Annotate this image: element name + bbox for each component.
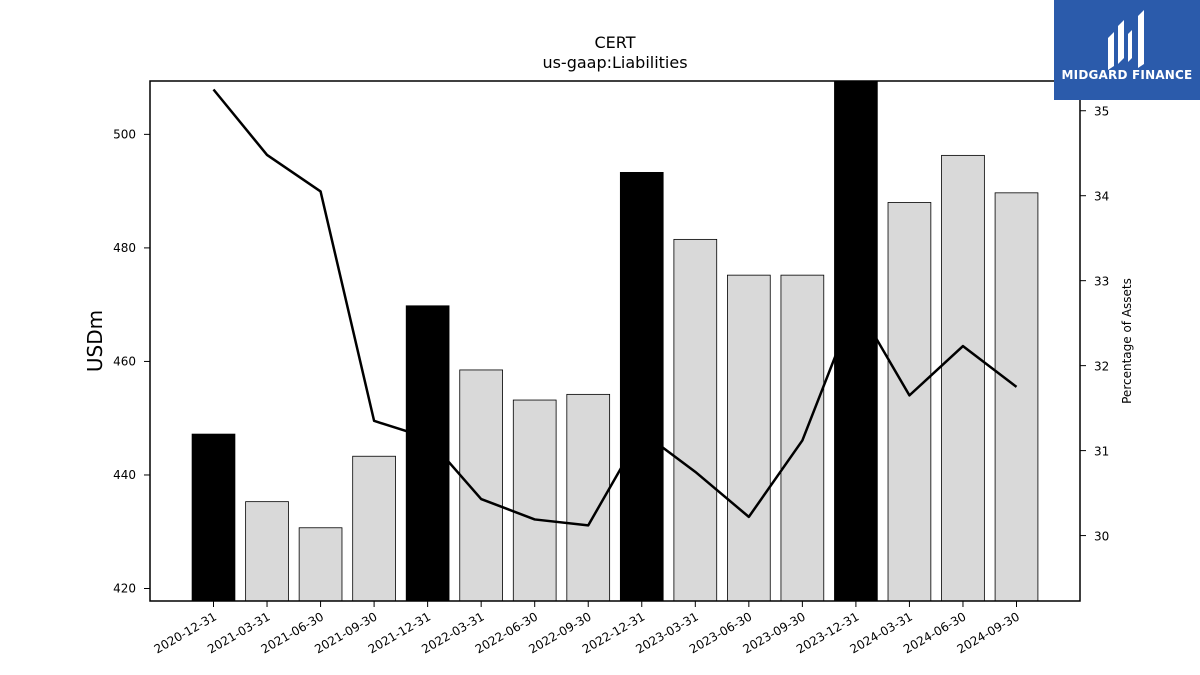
y-tick-label: 460 [113,354,136,368]
bar-group [191,80,1039,602]
bar-2022-09-30 [566,393,611,602]
y-axis-right: 30 31 32 33 34 35 [1080,105,1109,544]
bar-2022-06-30 [512,399,557,602]
y-tick-label: 440 [113,468,136,482]
y-axis-left: 420 440 460 480 500 [113,127,150,596]
x-axis: 2020-12-312021-03-312021-06-302021-09-30… [152,601,1022,656]
line-percentage-of-assets [212,88,1018,527]
y-tick-label: 480 [113,241,136,255]
y2-tick-label: 30 [1094,530,1109,544]
chart-title: CERT [594,33,635,52]
y2-axis-label: Percentage of Assets [1120,278,1134,404]
bar-2024-03-31 [887,202,932,602]
bar-2020-12-31 [191,433,236,602]
y2-tick-label: 32 [1094,360,1109,374]
bar-2023-03-31 [673,238,718,602]
y2-tick-label: 35 [1094,105,1109,119]
bar-2024-06-30 [941,154,985,602]
chart-subtitle: us-gaap:Liabilities [542,53,687,72]
y-tick-label: 500 [113,127,136,141]
bar-2024-09-30 [994,192,1039,602]
y2-tick-label: 34 [1094,190,1109,204]
y-tick-label: 420 [113,582,136,596]
y-axis-label: USDm [83,310,107,372]
line-series [212,88,1018,527]
logo-text: MIDGARD FINANCE [1061,68,1193,82]
y2-tick-label: 33 [1094,275,1109,289]
logo-mark-icon [1108,10,1144,70]
bar-2023-06-30 [727,274,771,602]
bar-2022-12-31 [619,171,664,602]
plot-frame [149,80,1081,602]
y2-tick-label: 31 [1094,445,1109,459]
bar-2021-03-31 [245,501,289,602]
midgard-finance-logo: MIDGARD FINANCE [1054,0,1200,100]
bar-2021-06-30 [298,527,343,602]
bar-2022-03-31 [459,369,503,602]
bar-2021-09-30 [352,455,396,602]
